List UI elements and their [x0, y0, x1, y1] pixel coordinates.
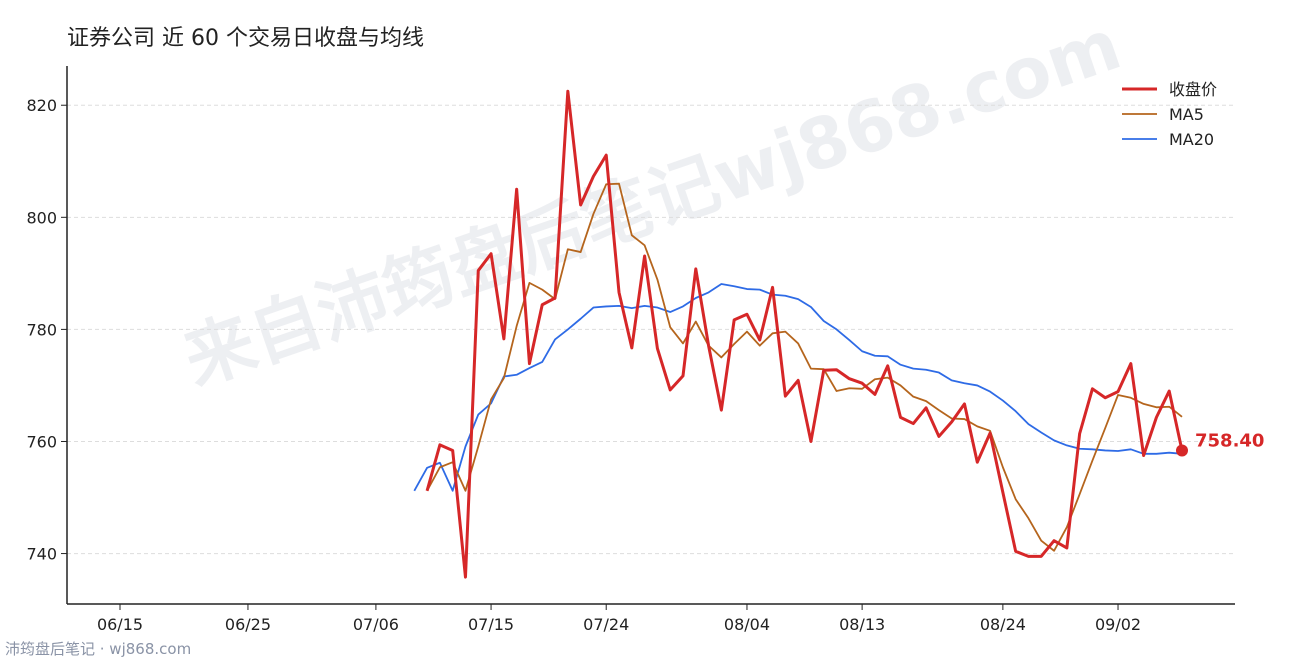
y-tick-label: 820 [26, 96, 57, 115]
legend-label: MA5 [1169, 105, 1204, 124]
x-tick-label: 08/04 [724, 615, 770, 634]
x-tick-label: 07/24 [583, 615, 629, 634]
y-axis-ticks: 740 760 780 800 820 [26, 96, 67, 564]
y-tick-label: 760 [26, 432, 57, 451]
y-tick-label: 740 [26, 545, 57, 564]
x-axis-ticks: 06/15 06/25 07/06 07/15 07/24 08/04 08/13 08/24… [97, 604, 1141, 634]
series-lines [413, 89, 1184, 579]
x-tick-label: 09/02 [1095, 615, 1141, 634]
series-line-close [425, 89, 1184, 579]
legend-label: 收盘价 [1169, 80, 1217, 99]
legend: 收盘价 MA5 MA20 [1122, 80, 1217, 149]
x-tick-label: 08/13 [839, 615, 885, 634]
y-tick-label: 780 [26, 320, 57, 339]
last-value-marker: 758.40 [1176, 430, 1264, 457]
x-tick-label: 06/15 [97, 615, 143, 634]
x-tick-label: 07/15 [468, 615, 514, 634]
x-tick-label: 07/06 [353, 615, 399, 634]
watermark-main: 来自沛筠盘后笔记wj868.com [174, 3, 1131, 401]
watermark-footer: 沛筠盘后笔记 · wj868.com [5, 640, 191, 658]
y-tick-label: 800 [26, 208, 57, 227]
chart-title: 证券公司 近 60 个交易日收盘与均线 [67, 26, 424, 51]
x-tick-label: 06/25 [225, 615, 271, 634]
last-point-dot [1176, 444, 1188, 457]
watermark: 来自沛筠盘后笔记wj868.com [174, 3, 1131, 401]
legend-label: MA20 [1169, 130, 1214, 149]
x-tick-label: 08/24 [980, 615, 1026, 634]
last-value-label: 758.40 [1195, 430, 1264, 451]
axes [66, 66, 1235, 605]
gridlines [67, 104, 1235, 555]
series-line-ma20 [413, 283, 1183, 492]
